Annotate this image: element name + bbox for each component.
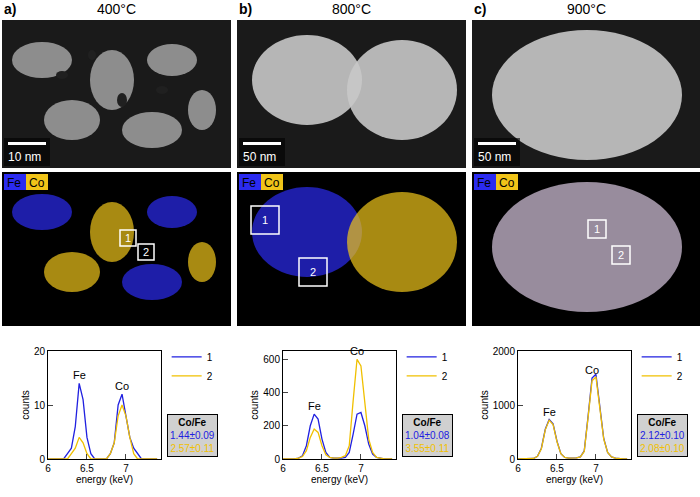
svg-text:Co/Fe1.04±0.083.55±0.11: Co/Fe1.04±0.083.55±0.11 [405,417,450,454]
svg-text:6.5: 6.5 [315,463,329,474]
svg-text:Co/Fe2.12±0.102.08±0.10: Co/Fe2.12±0.102.08±0.10 [640,417,685,454]
svg-text:0: 0 [509,454,515,465]
svg-text:2: 2 [207,371,213,382]
svg-text:6: 6 [280,463,286,474]
svg-text:2000: 2000 [493,346,516,357]
svg-text:10: 10 [34,400,46,411]
svg-text:energy (keV): energy (keV) [76,474,133,485]
html-text:a): a) [4,1,17,17]
html-text:900°C: 900°C [567,1,606,17]
svg-text:1: 1 [594,223,600,235]
svg-text:1: 1 [677,352,683,363]
svg-text:Fe: Fe [242,176,256,190]
svg-text:Co: Co [115,380,129,392]
svg-text:counts: counts [20,390,31,419]
svg-text:1: 1 [262,214,268,226]
svg-text:2: 2 [677,371,683,382]
svg-text:Fe: Fe [73,369,86,381]
svg-text:Co: Co [350,345,364,357]
html-text:400°C: 400°C [97,1,136,17]
svg-text:counts: counts [479,390,490,419]
svg-text:Co/Fe1.44±0.092.57±0.11: Co/Fe1.44±0.092.57±0.11 [170,417,215,454]
svg-text:Fe: Fe [308,400,321,412]
svg-text:Co: Co [29,176,45,190]
html-text:b): b) [239,1,253,17]
svg-text:7: 7 [123,463,129,474]
html-text:c): c) [474,1,487,17]
svg-text:0: 0 [39,454,45,465]
svg-text:Fe: Fe [7,176,21,190]
svg-text:2: 2 [310,266,316,278]
svg-text:1000: 1000 [493,400,516,411]
svg-text:Fe: Fe [477,176,491,190]
svg-text:energy (keV): energy (keV) [311,474,368,485]
svg-text:20: 20 [34,346,46,357]
svg-text:Co: Co [264,176,280,190]
svg-text:counts: counts [249,390,260,419]
html-text:800°C: 800°C [332,1,371,17]
svg-text:1: 1 [125,232,131,244]
svg-text:6.5: 6.5 [80,463,94,474]
svg-text:2: 2 [618,249,624,261]
svg-text:1: 1 [442,352,448,363]
svg-text:600: 600 [263,354,280,365]
svg-text:200: 200 [263,420,280,431]
svg-text:7: 7 [593,463,599,474]
svg-text:50 nm: 50 nm [478,150,511,164]
svg-text:Fe: Fe [543,406,556,418]
svg-text:50 nm: 50 nm [243,150,276,164]
svg-text:6: 6 [45,463,51,474]
svg-text:energy (keV): energy (keV) [546,474,603,485]
svg-text:10 nm: 10 nm [8,150,41,164]
svg-text:Co: Co [499,176,515,190]
svg-text:2: 2 [442,371,448,382]
svg-text:7: 7 [358,463,364,474]
svg-text:0: 0 [274,454,280,465]
svg-text:6: 6 [515,463,521,474]
svg-text:400: 400 [263,387,280,398]
svg-text:Co: Co [585,364,599,376]
svg-text:2: 2 [143,246,149,258]
svg-text:6.5: 6.5 [550,463,564,474]
svg-text:1: 1 [207,352,213,363]
